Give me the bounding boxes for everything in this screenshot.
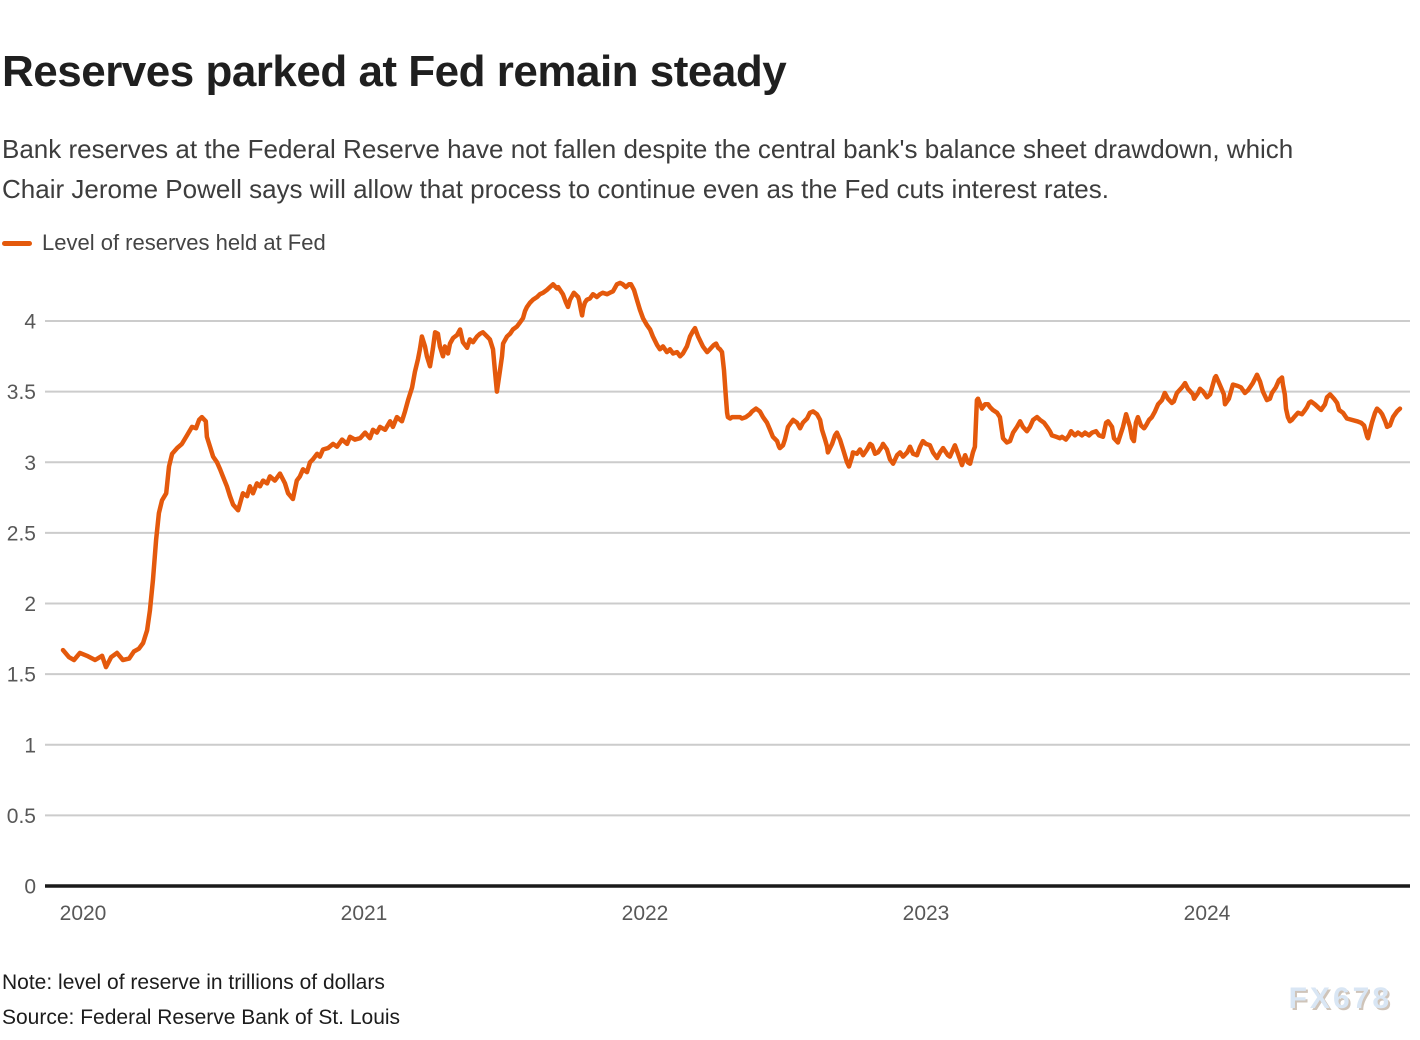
chart-source: Source: Federal Reserve Bank of St. Loui… <box>2 1006 401 1029</box>
legend-label: Level of reserves held at Fed <box>42 230 326 255</box>
y-tick-label-2: 2 <box>24 593 36 616</box>
y-tick-label-3: 3 <box>24 452 36 475</box>
y-tick-label-1: 1 <box>24 734 36 757</box>
x-tick-label-2023: 2023 <box>903 902 950 925</box>
x-tick-label-2020: 2020 <box>60 902 107 925</box>
y-tick-label-2.5: 2.5 <box>7 522 36 545</box>
page-title: Reserves parked at Fed remain steady <box>2 47 787 97</box>
y-tick-label-4: 4 <box>24 311 36 334</box>
y-tick-label-3.5: 3.5 <box>7 381 36 404</box>
chart-subtitle: Bank reserves at the Federal Reserve hav… <box>2 134 1294 204</box>
chart-note: Note: level of reserve in trillions of d… <box>2 971 385 994</box>
legend-line-swatch <box>2 240 32 246</box>
watermark-fx678: FX678 <box>1288 982 1392 1015</box>
x-tick-label-2024: 2024 <box>1184 902 1231 925</box>
y-tick-label-0: 0 <box>24 876 36 899</box>
x-tick-label-2021: 2021 <box>341 902 388 925</box>
reserves-series-line <box>60 280 1403 670</box>
y-tick-label-0.5: 0.5 <box>7 805 36 828</box>
x-tick-label-2022: 2022 <box>622 902 669 925</box>
legend: Level of reserves held at Fed <box>2 230 326 256</box>
y-tick-label-1.5: 1.5 <box>7 664 36 687</box>
